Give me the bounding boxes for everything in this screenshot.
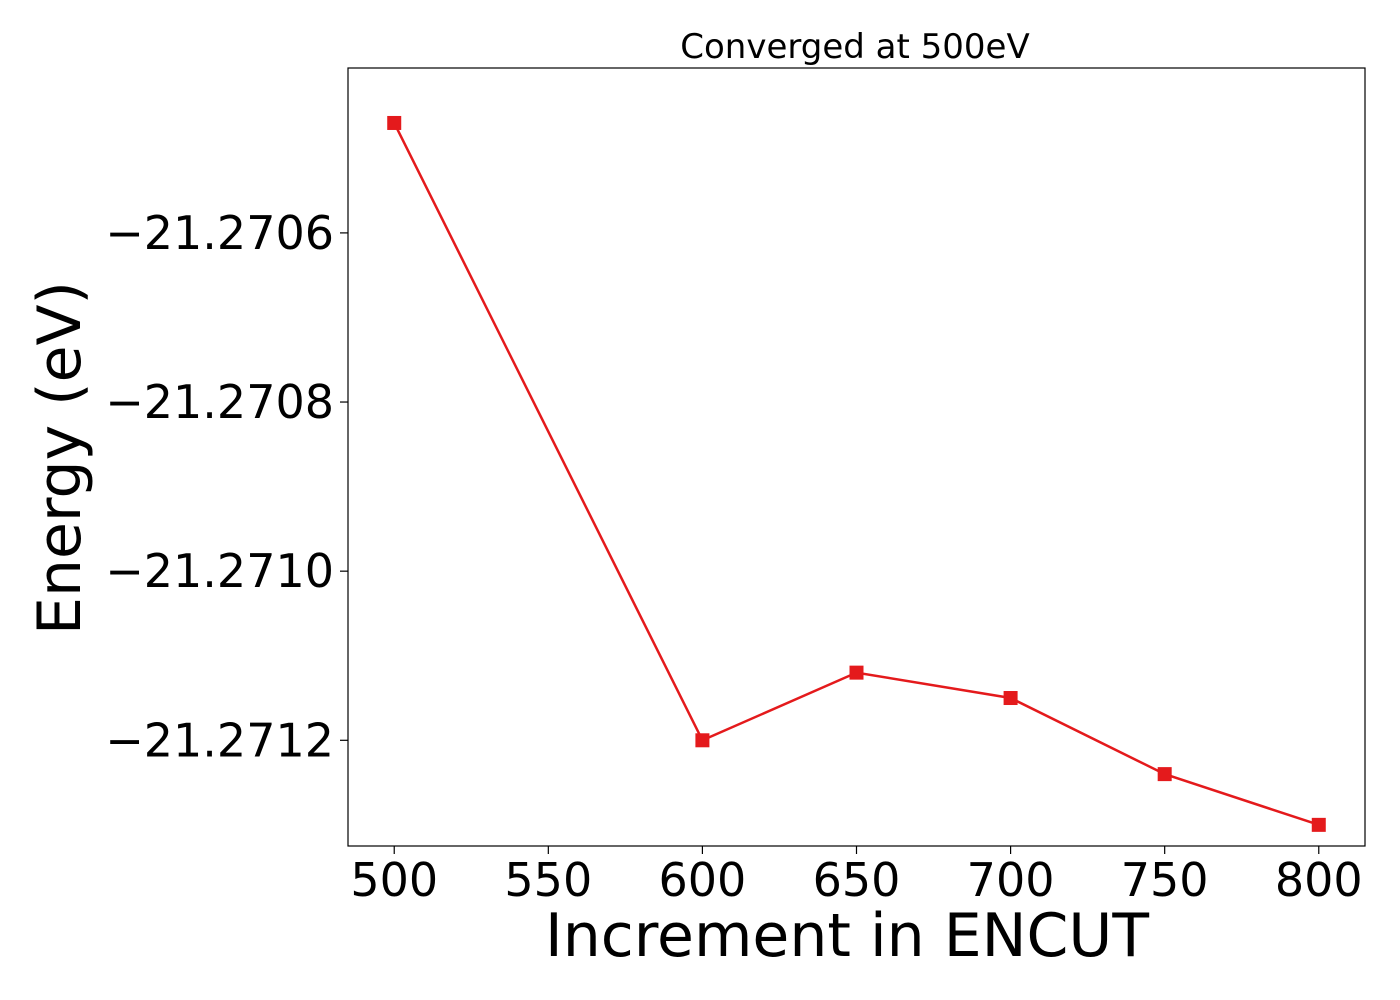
y-axis-label: Energy (eV) (25, 281, 95, 635)
y-tick-label: −21.2708 (105, 375, 334, 429)
x-axis: 500 550 600 650 700 750 800 (350, 846, 1363, 907)
x-tick-label: 750 (1121, 853, 1209, 907)
x-tick-label: 800 (1275, 853, 1363, 907)
y-tick-label: −21.2710 (105, 544, 334, 598)
data-point-marker (1003, 691, 1018, 706)
x-tick-label: 550 (504, 853, 592, 907)
data-point-marker (695, 733, 710, 748)
x-axis-label: Increment in ENCUT (545, 901, 1149, 971)
chart-title: Converged at 500eV (680, 27, 1029, 67)
data-point-marker (1311, 817, 1326, 832)
data-point-marker (849, 665, 864, 680)
y-axis: −21.2706 −21.2708 −21.2710 −21.2712 (105, 206, 348, 767)
series-line (393, 122, 1320, 827)
y-tick-label: −21.2712 (105, 713, 334, 767)
x-tick-label: 500 (350, 853, 438, 907)
x-tick-label: 700 (967, 853, 1055, 907)
data-point-marker (1157, 767, 1172, 782)
plot-area-frame (347, 67, 1366, 847)
data-point-marker (387, 115, 402, 130)
series-layer (387, 115, 1326, 832)
x-tick-label: 600 (659, 853, 747, 907)
x-tick-label: 650 (813, 853, 901, 907)
y-tick-label: −21.2706 (105, 206, 334, 260)
